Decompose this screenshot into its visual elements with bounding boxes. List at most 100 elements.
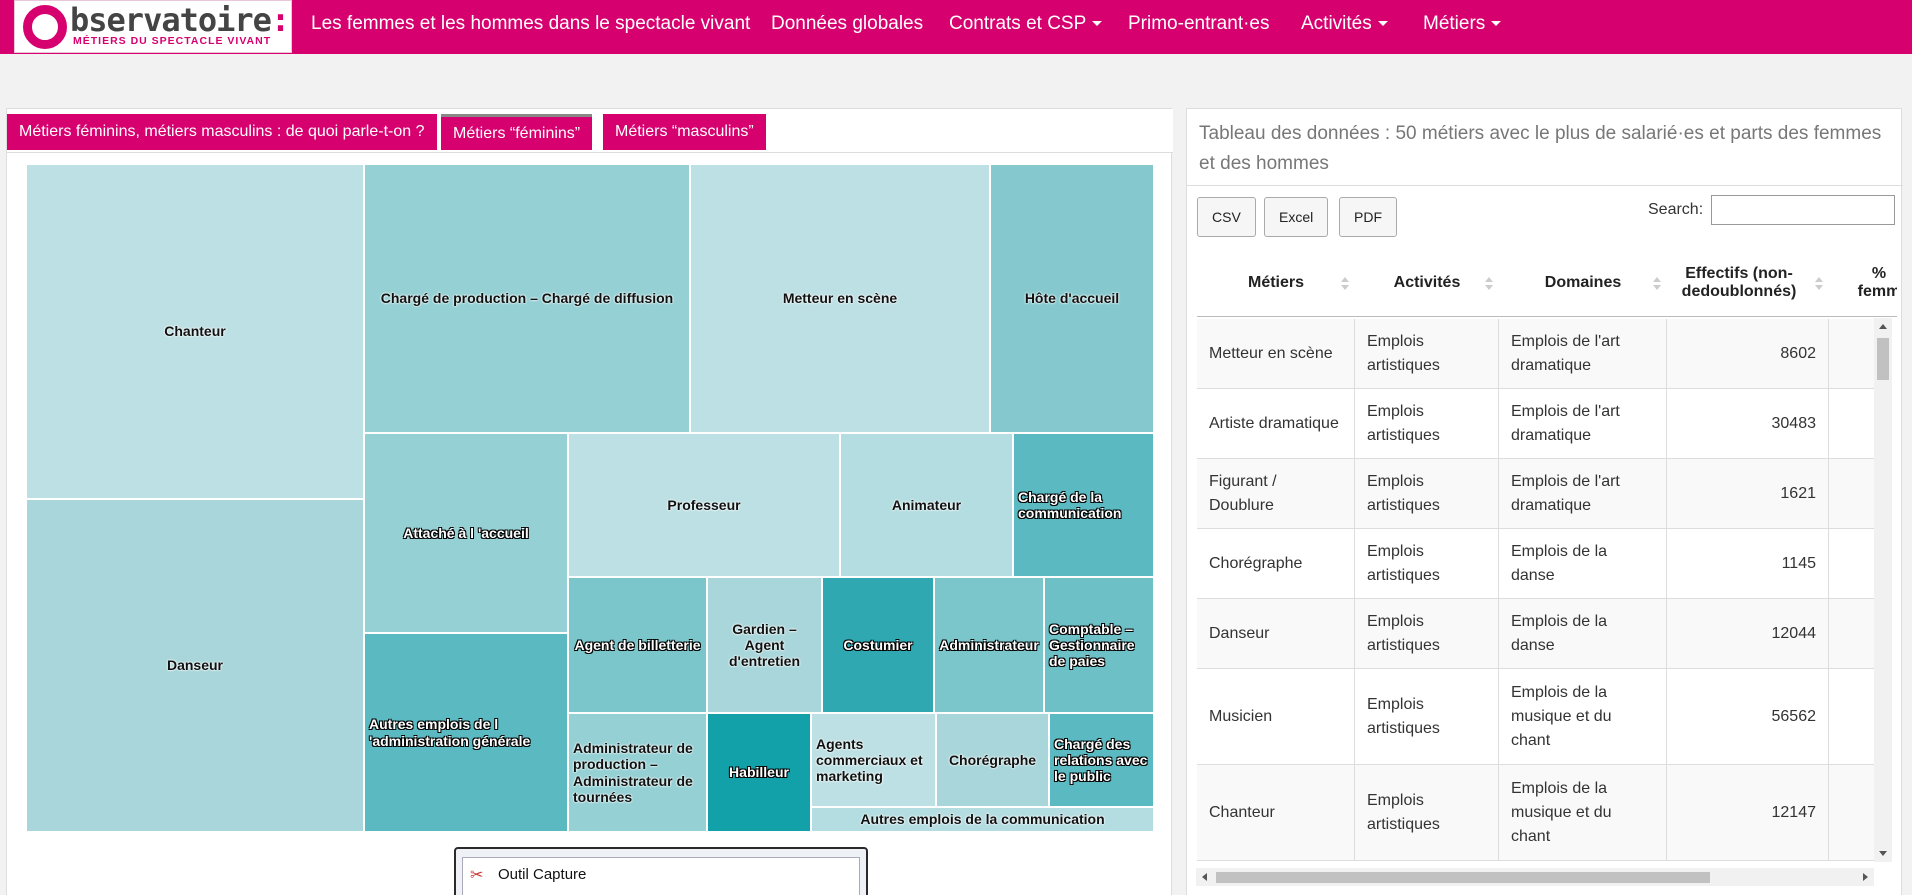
- column-header-activites[interactable]: Activités: [1355, 249, 1499, 317]
- sort-icon: [1485, 277, 1493, 291]
- treemap-cell-charge-production[interactable]: Chargé de production – Chargé de diffusi…: [364, 164, 690, 433]
- nav-item-donnees-globales[interactable]: Données globales: [771, 13, 924, 34]
- caret-down-icon: [1092, 21, 1103, 27]
- cell-effectif: 1145: [1667, 529, 1829, 598]
- treemap-cell-agent-billetterie[interactable]: Agent de billetterie: [568, 577, 707, 713]
- cell-domaine: Emplois de la danse: [1499, 529, 1667, 598]
- column-header-effectifs[interactable]: Effectifs (non-dedoublonnés): [1667, 249, 1829, 317]
- search-input[interactable]: [1711, 195, 1895, 225]
- treemap-cell-danseur[interactable]: Danseur: [26, 499, 364, 832]
- treemap-cell-autres-administration[interactable]: Autres emplois de l 'administration géné…: [364, 633, 568, 832]
- table-row[interactable]: Metteur en scène Emplois artistiques Emp…: [1197, 319, 1877, 389]
- treemap-cell-chanteur[interactable]: Chanteur: [26, 164, 364, 499]
- treemap-cell-charge-communication[interactable]: Chargé de la communication: [1013, 433, 1154, 577]
- treemap-cell-agents-commerciaux[interactable]: Agents commerciaux et marketing: [811, 713, 936, 807]
- column-header-domaines[interactable]: Domaines: [1499, 249, 1667, 317]
- treemap-cell-choregraphe[interactable]: Chorégraphe: [936, 713, 1049, 807]
- tab-metiers-feminins-masculins[interactable]: Métiers féminins, métiers masculins : de…: [7, 114, 437, 150]
- cell-activite: Emplois artistiques: [1355, 389, 1499, 458]
- data-table: Métiers Activités Domaines Effectifs (no…: [1197, 249, 1897, 889]
- table-header: Métiers Activités Domaines Effectifs (no…: [1197, 249, 1897, 317]
- table-row[interactable]: Chanteur Emplois artistiques Emplois de …: [1197, 765, 1877, 861]
- sort-icon: [1653, 277, 1661, 291]
- cell-effectif: 56562: [1667, 669, 1829, 764]
- scroll-down-icon[interactable]: [1879, 851, 1887, 856]
- cell-domaine: Emplois de l'art dramatique: [1499, 319, 1667, 388]
- cell-domaine: Emplois de l'art dramatique: [1499, 389, 1667, 458]
- treemap-cell-attache-accueil[interactable]: Attaché à l 'accueil: [364, 433, 568, 633]
- observatoire-logo[interactable]: bservatoire: MÉTIERS DU SPECTACLE VIVANT: [14, 0, 292, 53]
- caret-down-icon: [1377, 21, 1388, 27]
- nav-brand-title[interactable]: Les femmes et les hommes dans le spectac…: [311, 13, 751, 34]
- treemap-cell-administrateur[interactable]: Administrateur: [934, 577, 1044, 713]
- treemap-cell-administrateur-production[interactable]: Administrateur de production – Administr…: [568, 713, 707, 832]
- tab-metiers-feminins[interactable]: Métiers “féminins”: [441, 114, 593, 150]
- csv-button[interactable]: CSV: [1197, 197, 1256, 237]
- scroll-left-icon[interactable]: [1202, 873, 1207, 881]
- cell-metier: Metteur en scène: [1197, 319, 1355, 388]
- cell-activite: Emplois artistiques: [1355, 765, 1499, 860]
- scissors-icon: ✂: [470, 867, 484, 884]
- cell-metier: Chanteur: [1197, 765, 1355, 860]
- cell-effectif: 1621: [1667, 459, 1829, 528]
- column-header-metiers[interactable]: Métiers: [1197, 249, 1355, 317]
- treemap-cell-gardien[interactable]: Gardien – Agent d'entretien: [707, 577, 822, 713]
- table-row[interactable]: Figurant / Doublure Emplois artistiques …: [1197, 459, 1877, 529]
- excel-button[interactable]: Excel: [1264, 197, 1329, 237]
- cell-effectif: 12044: [1667, 599, 1829, 668]
- tabs-bar: Métiers féminins, métiers masculins : de…: [7, 109, 1173, 153]
- scrollbar-thumb[interactable]: [1216, 872, 1710, 883]
- cell-metier: Danseur: [1197, 599, 1355, 668]
- divider: [1187, 185, 1903, 186]
- nav-item-metiers[interactable]: Métiers: [1423, 13, 1502, 35]
- cell-metier: Musicien: [1197, 669, 1355, 764]
- logo-subtitle: MÉTIERS DU SPECTACLE VIVANT: [73, 35, 272, 47]
- scrollbar-thumb[interactable]: [1877, 338, 1889, 380]
- cell-activite: Emplois artistiques: [1355, 319, 1499, 388]
- cell-effectif: 8602: [1667, 319, 1829, 388]
- logo-o-circle: [23, 5, 67, 49]
- capture-tool-item[interactable]: [462, 857, 860, 895]
- cell-effectif: 12147: [1667, 765, 1829, 860]
- treemap-cell-comptable[interactable]: Comptable – Gestionnaire de paies: [1044, 577, 1154, 713]
- nav-item-primo-entrants[interactable]: Primo-entrant·es: [1128, 13, 1270, 34]
- tab-metiers-masculins[interactable]: Métiers “masculins”: [603, 114, 766, 150]
- treemap-chart: Chanteur Danseur Chargé de production – …: [26, 164, 1154, 832]
- treemap-cell-metteur-en-scene[interactable]: Metteur en scène: [690, 164, 990, 433]
- cell-activite: Emplois artistiques: [1355, 459, 1499, 528]
- data-table-panel: Tableau des données : 50 métiers avec le…: [1186, 108, 1903, 895]
- treemap-cell-autres-communication[interactable]: Autres emplois de la communication: [811, 807, 1154, 832]
- scroll-right-icon[interactable]: [1863, 873, 1868, 881]
- treemap-cell-relations-public[interactable]: Chargé des relations avec le public: [1049, 713, 1154, 807]
- cell-activite: Emplois artistiques: [1355, 599, 1499, 668]
- cell-metier: Figurant / Doublure: [1197, 459, 1355, 528]
- cell-activite: Emplois artistiques: [1355, 669, 1499, 764]
- caret-down-icon: [1491, 21, 1502, 27]
- nav-item-contrats-csp[interactable]: Contrats et CSP: [949, 13, 1103, 35]
- pdf-button[interactable]: PDF: [1339, 197, 1397, 237]
- sort-icon: [1341, 277, 1349, 291]
- cell-domaine: Emplois de la danse: [1499, 599, 1667, 668]
- column-header-pct-femmes[interactable]: % femm: [1857, 265, 1897, 300]
- table-vertical-scrollbar[interactable]: [1874, 318, 1892, 862]
- capture-tool-label: Outil Capture: [498, 866, 587, 883]
- table-row[interactable]: Artiste dramatique Emplois artistiques E…: [1197, 389, 1877, 459]
- table-row[interactable]: Danseur Emplois artistiques Emplois de l…: [1197, 599, 1877, 669]
- table-row[interactable]: Musicien Emplois artistiques Emplois de …: [1197, 669, 1877, 765]
- table-horizontal-scrollbar[interactable]: [1196, 868, 1874, 886]
- nav-item-activites[interactable]: Activités: [1301, 13, 1388, 35]
- cell-domaine: Emplois de l'art dramatique: [1499, 459, 1667, 528]
- scroll-up-icon[interactable]: [1879, 324, 1887, 329]
- treemap-cell-professeur[interactable]: Professeur: [568, 433, 840, 577]
- treemap-cell-animateur[interactable]: Animateur: [840, 433, 1013, 577]
- treemap-cell-costumier[interactable]: Costumier: [822, 577, 934, 713]
- table-panel-title: Tableau des données : 50 métiers avec le…: [1199, 123, 1882, 174]
- capture-tool-popup[interactable]: ✂ Outil Capture: [454, 847, 868, 895]
- top-navbar: bservatoire: MÉTIERS DU SPECTACLE VIVANT…: [0, 0, 1912, 54]
- search-label: Search:: [1648, 201, 1704, 218]
- treemap-cell-habilleur[interactable]: Habilleur: [707, 713, 811, 832]
- treemap-cell-hote-accueil[interactable]: Hôte d'accueil: [990, 164, 1154, 433]
- table-row[interactable]: Chorégraphe Emplois artistiques Emplois …: [1197, 529, 1877, 599]
- cell-metier: Chorégraphe: [1197, 529, 1355, 598]
- sort-icon: [1815, 277, 1823, 291]
